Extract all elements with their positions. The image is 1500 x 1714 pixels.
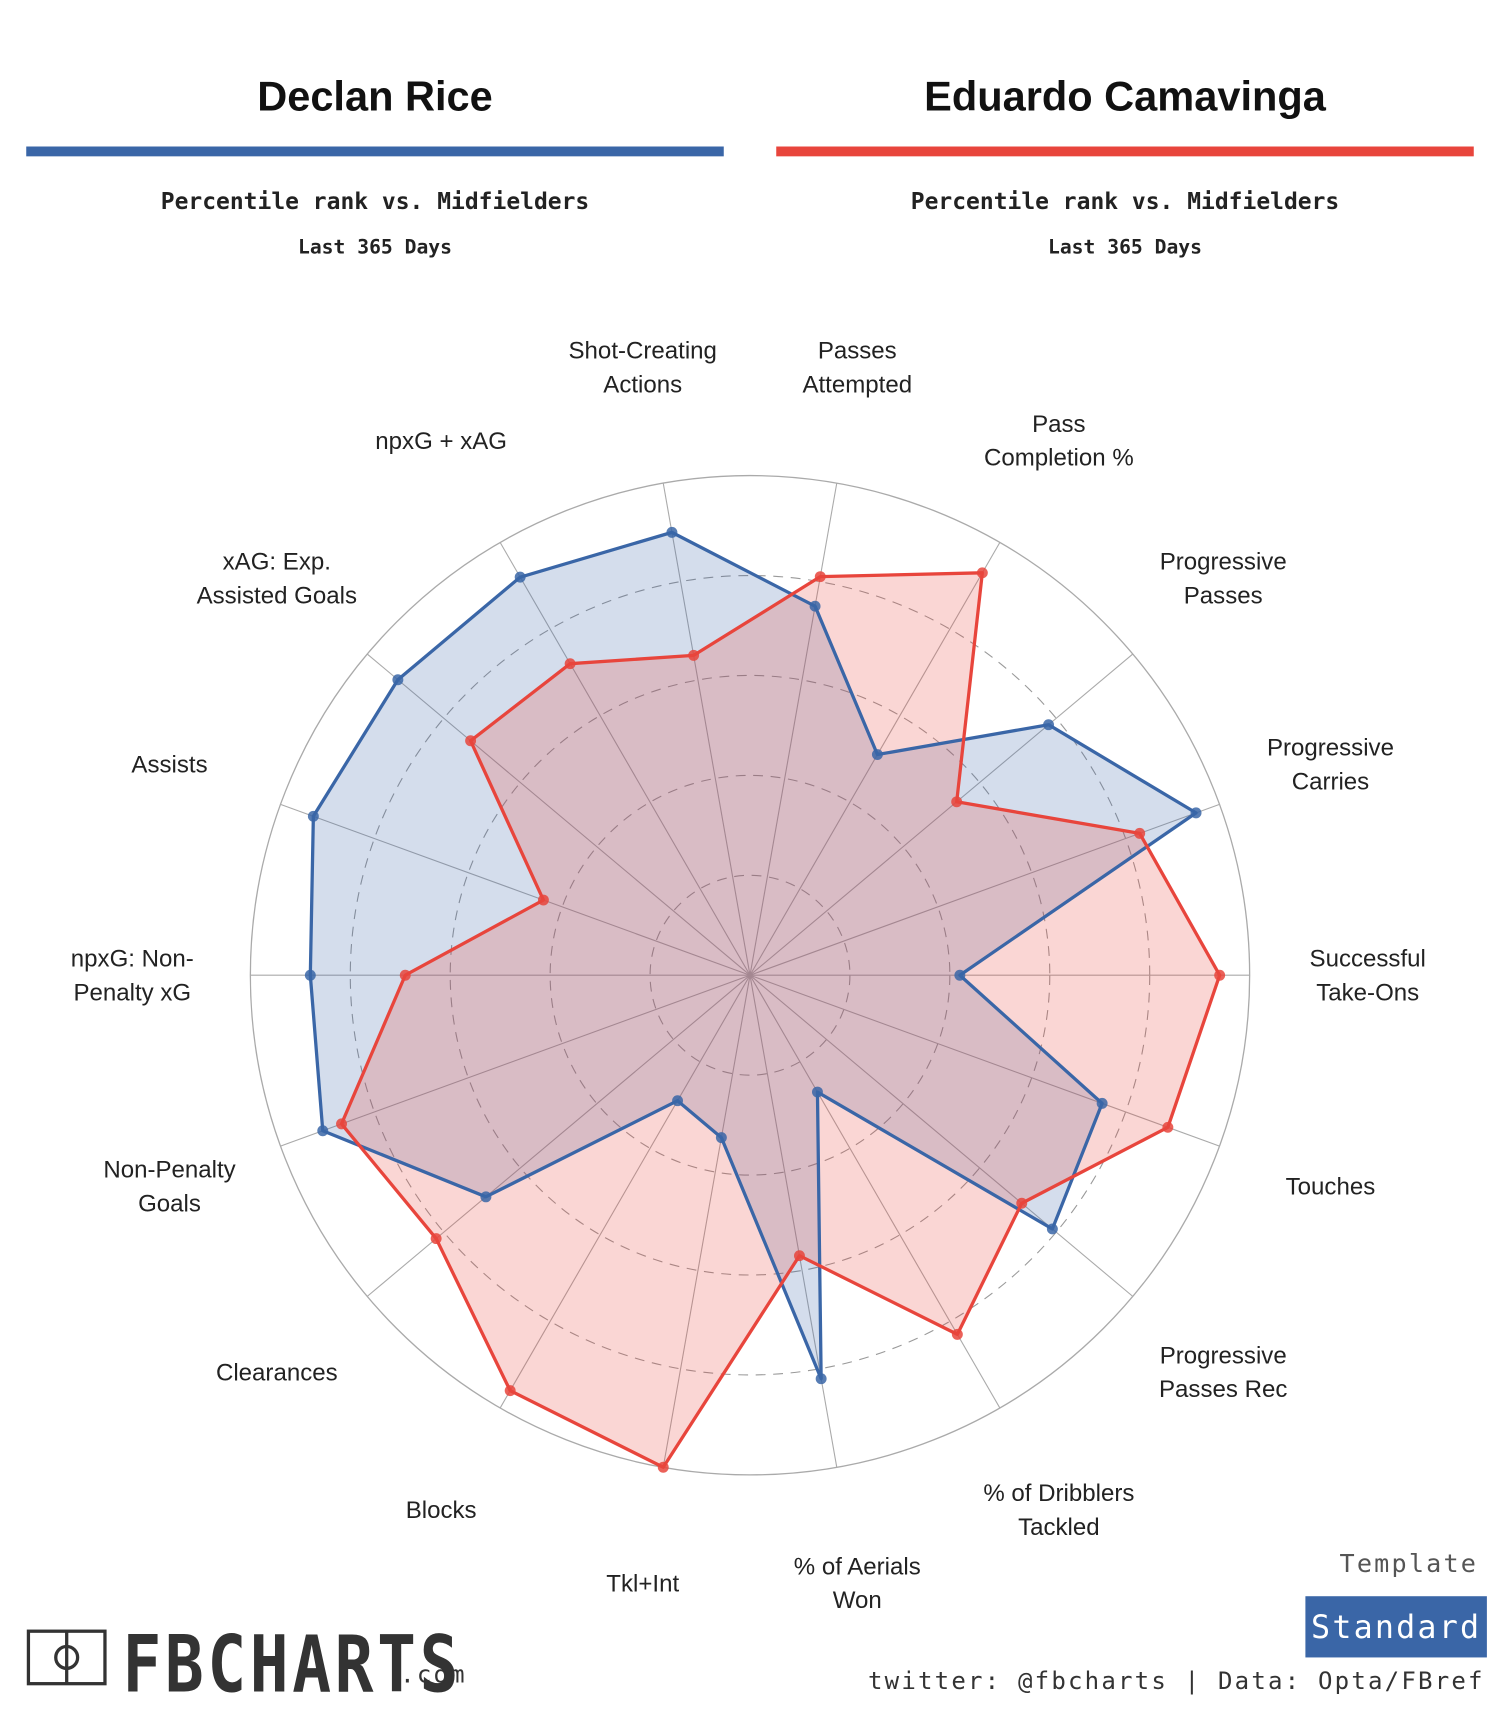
template-button: Standard: [1305, 1596, 1487, 1658]
period: Last 365 Days: [1047, 236, 1203, 260]
data-point: [537, 894, 549, 906]
data-point: [809, 600, 821, 612]
data-point: [688, 649, 700, 661]
player-name: Eduardo Camavinga: [924, 74, 1326, 121]
subtitle: Percentile rank vs. Midfielders: [910, 188, 1340, 215]
data-point: [317, 1125, 329, 1137]
data-point: [307, 810, 319, 822]
spoke: [366, 974, 751, 1297]
category-label: Shot-Creating Actions: [568, 336, 717, 398]
data-point: [954, 969, 966, 981]
data-point: [480, 1191, 492, 1203]
data-point: [465, 735, 477, 747]
data-point: [672, 1095, 684, 1107]
spoke: [499, 974, 751, 1409]
data-point: [336, 1118, 347, 1130]
credit: twitter: @fbcharts | Data: Opta/FBref: [867, 1668, 1485, 1696]
category-label: Progressive Passes Rec: [1159, 1341, 1288, 1403]
category-label: Clearances: [215, 1358, 338, 1386]
data-point: [793, 1250, 805, 1262]
category-label: Assists: [131, 750, 208, 778]
subtitle: Percentile rank vs. Midfielders: [160, 188, 590, 215]
logo-suffix: .com: [400, 1661, 467, 1690]
data-point: [871, 749, 883, 761]
category-label: Touches: [1285, 1172, 1376, 1201]
data-point: [815, 1373, 827, 1385]
category-label: % of Aerials Won: [793, 1552, 921, 1615]
data-point: [1096, 1097, 1108, 1109]
category-label: Passes Attempted: [802, 336, 913, 398]
data-point: [1214, 969, 1226, 981]
logo: FBCHARTS: [122, 1618, 463, 1710]
data-point: [1043, 719, 1055, 731]
data-point: [1134, 827, 1146, 839]
spoke: [662, 975, 751, 1468]
category-label: npxG: Non- Penalty xG: [70, 944, 194, 1006]
category-label: Progressive Passes: [1159, 547, 1287, 609]
category-label: Progressive Carries: [1266, 733, 1394, 795]
spoke: [749, 653, 1134, 976]
category-label: % of Dribblers Tackled: [983, 1479, 1135, 1541]
spoke: [749, 975, 838, 1468]
data-point: [715, 1132, 727, 1144]
spoke: [662, 483, 751, 976]
data-point: [564, 658, 576, 670]
data-point: [976, 567, 988, 579]
color-bar: [26, 146, 724, 157]
data-point: [657, 1461, 669, 1473]
spoke: [499, 542, 751, 976]
category-label: Blocks: [405, 1496, 477, 1524]
spoke: [749, 974, 1134, 1297]
data-point: [951, 796, 963, 808]
spoke: [749, 974, 1220, 1147]
series-area: [310, 532, 1197, 1379]
category-label: Pass Completion %: [983, 409, 1134, 471]
category-label: Successful Take-Ons: [1309, 944, 1426, 1006]
template-label: Template: [1339, 1550, 1479, 1579]
data-point: [811, 1086, 823, 1098]
spoke: [749, 483, 838, 976]
data-point: [1190, 807, 1202, 819]
data-point: [304, 969, 316, 981]
category-label: Tkl+Int: [606, 1569, 680, 1598]
data-point: [1046, 1223, 1058, 1235]
data-point: [430, 1233, 442, 1245]
data-point: [814, 571, 826, 583]
logo-icon: [26, 1629, 107, 1686]
category-label: npxG + xAG: [375, 426, 507, 454]
data-point: [1016, 1197, 1028, 1209]
category-label: Non-Penalty Goals: [103, 1155, 236, 1218]
data-point: [392, 674, 404, 686]
data-point: [504, 1385, 516, 1397]
data-point: [1162, 1121, 1174, 1133]
category-label: xAG: Exp. Assisted Goals: [196, 547, 357, 609]
data-point: [666, 526, 678, 538]
spoke: [280, 974, 751, 1147]
player-name: Declan Rice: [257, 74, 493, 121]
color-bar: [776, 146, 1474, 157]
spoke: [366, 653, 751, 976]
data-point: [514, 571, 526, 583]
period: Last 365 Days: [297, 236, 453, 260]
data-point: [951, 1328, 963, 1340]
data-point: [399, 969, 411, 981]
spoke: [280, 803, 751, 976]
